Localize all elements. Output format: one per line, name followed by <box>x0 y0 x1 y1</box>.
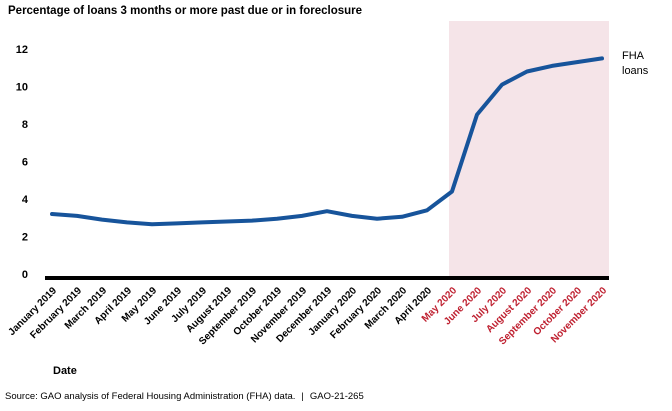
series-label: FHA loans <box>622 50 649 77</box>
x-axis-title: Date <box>53 365 77 377</box>
source-text: Source: GAO analysis of Federal Housing … <box>5 391 296 402</box>
y-tick-label: 12 <box>16 44 28 56</box>
series-label-line2: loans <box>622 65 649 77</box>
y-tick-label: 6 <box>22 157 28 169</box>
y-tick-label: 4 <box>22 194 29 206</box>
source-separator: | <box>301 391 304 402</box>
report-id: GAO-21-265 <box>309 391 364 402</box>
y-tick-label: 0 <box>22 269 28 281</box>
fha-loans-line <box>50 56 604 227</box>
y-axis-tick-labels: 0 2 4 6 8 10 12 <box>16 44 29 281</box>
y-tick-label: 10 <box>16 82 28 94</box>
x-axis-line <box>45 276 609 280</box>
source-note: Source: GAO analysis of Federal Housing … <box>5 391 364 402</box>
y-tick-label: 2 <box>22 232 28 244</box>
pandemic-highlight-region <box>449 21 609 276</box>
series-label-line1: FHA <box>622 50 645 62</box>
y-tick-label: 8 <box>22 119 28 131</box>
chart-title: Percentage of loans 3 months or more pas… <box>8 5 363 17</box>
